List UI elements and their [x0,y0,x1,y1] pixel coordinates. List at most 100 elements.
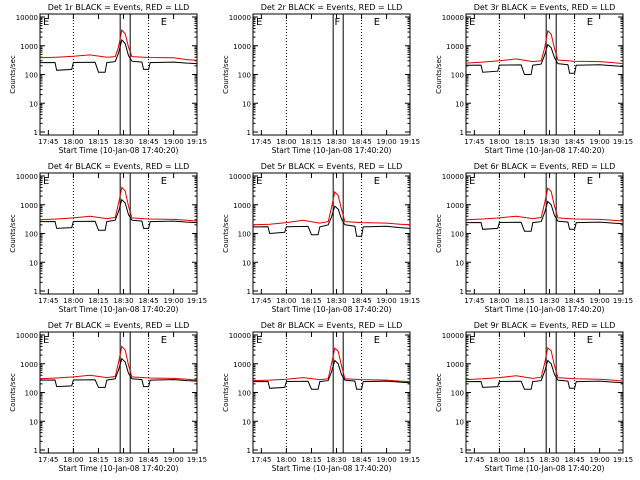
panel-9: Det 9r BLACK = Events, RED = LLD 1 10 100 10… [435,321,633,473]
lld-series-line [465,187,624,222]
y-tick-label: 1000 [20,361,38,369]
x-tick-label: 18:30 [539,297,559,305]
x-tick-label: 18:45 [351,456,371,464]
flag-letter: E [43,176,49,187]
panel-3: Det 3r BLACK = Events, RED = LLD 1 10 100 10… [435,3,633,155]
panel-title: Det 8r BLACK = Events, RED = LLD [261,321,403,330]
x-tick-label: 18:15 [301,456,321,464]
y-tick-label: 10000 [442,14,464,22]
events-series-line [39,198,198,231]
panel-5: Det 5r BLACK = Events, RED = LLD 1 10 100 10… [222,162,420,314]
y-tick-label: 10 [455,418,464,426]
x-tick-label: 18:00 [276,456,296,464]
panel-1: Det 1r BLACK = Events, RED = LLD 1 10 100 10… [9,3,207,155]
x-tick-label: 18:45 [564,456,584,464]
x-tick-label: 19:15 [400,138,420,146]
plot-frame [39,331,198,454]
events-series-line [465,43,624,75]
x-tick-label: 18:00 [489,297,509,305]
x-tick-label: 17:45 [464,297,484,305]
y-tick-label: 1 [460,129,464,137]
flag-letter: E [161,176,167,187]
y-tick-label: 1000 [20,202,38,210]
y-axis-label: Counts/sec [9,214,17,253]
x-axis-label: Start Time (10-Jan-08 17:40:20) [59,464,179,473]
panel-title: Det 2r BLACK = Events, RED = LLD [261,3,403,12]
flag-letter: E [43,335,49,346]
y-tick-label: 1 [34,447,38,455]
y-tick-label: 10000 [229,14,251,22]
x-tick-label: 19:15 [613,297,633,305]
lld-series-line [39,29,198,61]
y-axis-label: Counts/sec [9,373,17,412]
flag-letter: E [587,17,593,28]
x-tick-label: 17:45 [251,138,271,146]
panel-8: Det 8r BLACK = Events, RED = LLD 1 10 100 10… [222,321,420,473]
lld-series-line [465,346,624,382]
y-tick-label: 10000 [16,332,38,340]
x-tick-label: 19:00 [164,456,184,464]
panel-title: Det 6r BLACK = Events, RED = LLD [474,162,616,171]
x-tick-label: 18:45 [138,138,158,146]
x-tick-label: 18:45 [564,297,584,305]
x-axis-label: Start Time (10-Jan-08 17:40:20) [272,146,392,155]
x-axis-label: Start Time (10-Jan-08 17:40:20) [272,464,392,473]
panel-7: Det 7r BLACK = Events, RED = LLD 1 10 100 10… [9,321,207,473]
y-tick-label: 1000 [446,43,464,51]
lld-series-line [465,29,624,65]
x-tick-label: 18:30 [539,456,559,464]
flag-letter: E [469,176,475,187]
lld-series-line [39,345,198,381]
x-tick-label: 18:45 [138,456,158,464]
x-tick-label: 17:45 [251,297,271,305]
x-tick-label: 19:00 [164,297,184,305]
plot-frame [465,331,624,454]
x-tick-label: 18:00 [276,138,296,146]
events-series-line [465,200,624,232]
y-tick-label: 10000 [16,14,38,22]
events-series-line [39,38,198,73]
y-tick-label: 1000 [446,202,464,210]
x-tick-label: 19:00 [377,297,397,305]
x-tick-label: 18:00 [63,138,83,146]
x-tick-label: 17:45 [464,138,484,146]
x-tick-label: 17:45 [38,297,58,305]
y-tick-label: 100 [238,72,251,80]
y-tick-label: 10 [242,418,251,426]
flag-letter: F [335,17,341,28]
x-tick-label: 19:00 [164,138,184,146]
panel-title: Det 7r BLACK = Events, RED = LLD [48,321,190,330]
x-tick-label: 18:00 [63,297,83,305]
y-tick-label: 10000 [442,332,464,340]
x-tick-label: 18:00 [276,297,296,305]
x-tick-label: 19:00 [590,297,610,305]
y-tick-label: 1 [247,447,251,455]
lld-series-line [39,186,198,222]
x-tick-label: 18:30 [113,456,133,464]
y-axis-label: Counts/sec [435,214,443,253]
x-tick-label: 18:45 [351,297,371,305]
events-series-line [39,357,198,388]
x-tick-label: 18:45 [351,138,371,146]
flag-letter: E [161,335,167,346]
x-tick-label: 17:45 [251,456,271,464]
y-tick-label: 10 [242,259,251,267]
y-tick-label: 100 [25,72,38,80]
x-tick-label: 18:15 [514,456,534,464]
y-tick-label: 10 [455,100,464,108]
plot-frame [39,13,198,136]
x-tick-label: 19:15 [187,297,207,305]
x-tick-label: 18:30 [326,138,346,146]
y-axis-label: Counts/sec [9,55,17,94]
flag-letter: E [256,17,262,28]
lld-series-line [252,190,411,226]
x-tick-label: 18:15 [514,138,534,146]
x-tick-label: 18:30 [113,297,133,305]
y-tick-label: 10 [29,100,38,108]
flag-letter: E [43,17,49,28]
y-axis-label: Counts/sec [435,55,443,94]
y-tick-label: 10 [29,259,38,267]
y-tick-label: 1 [460,288,464,296]
x-axis-label: Start Time (10-Jan-08 17:40:20) [485,464,605,473]
